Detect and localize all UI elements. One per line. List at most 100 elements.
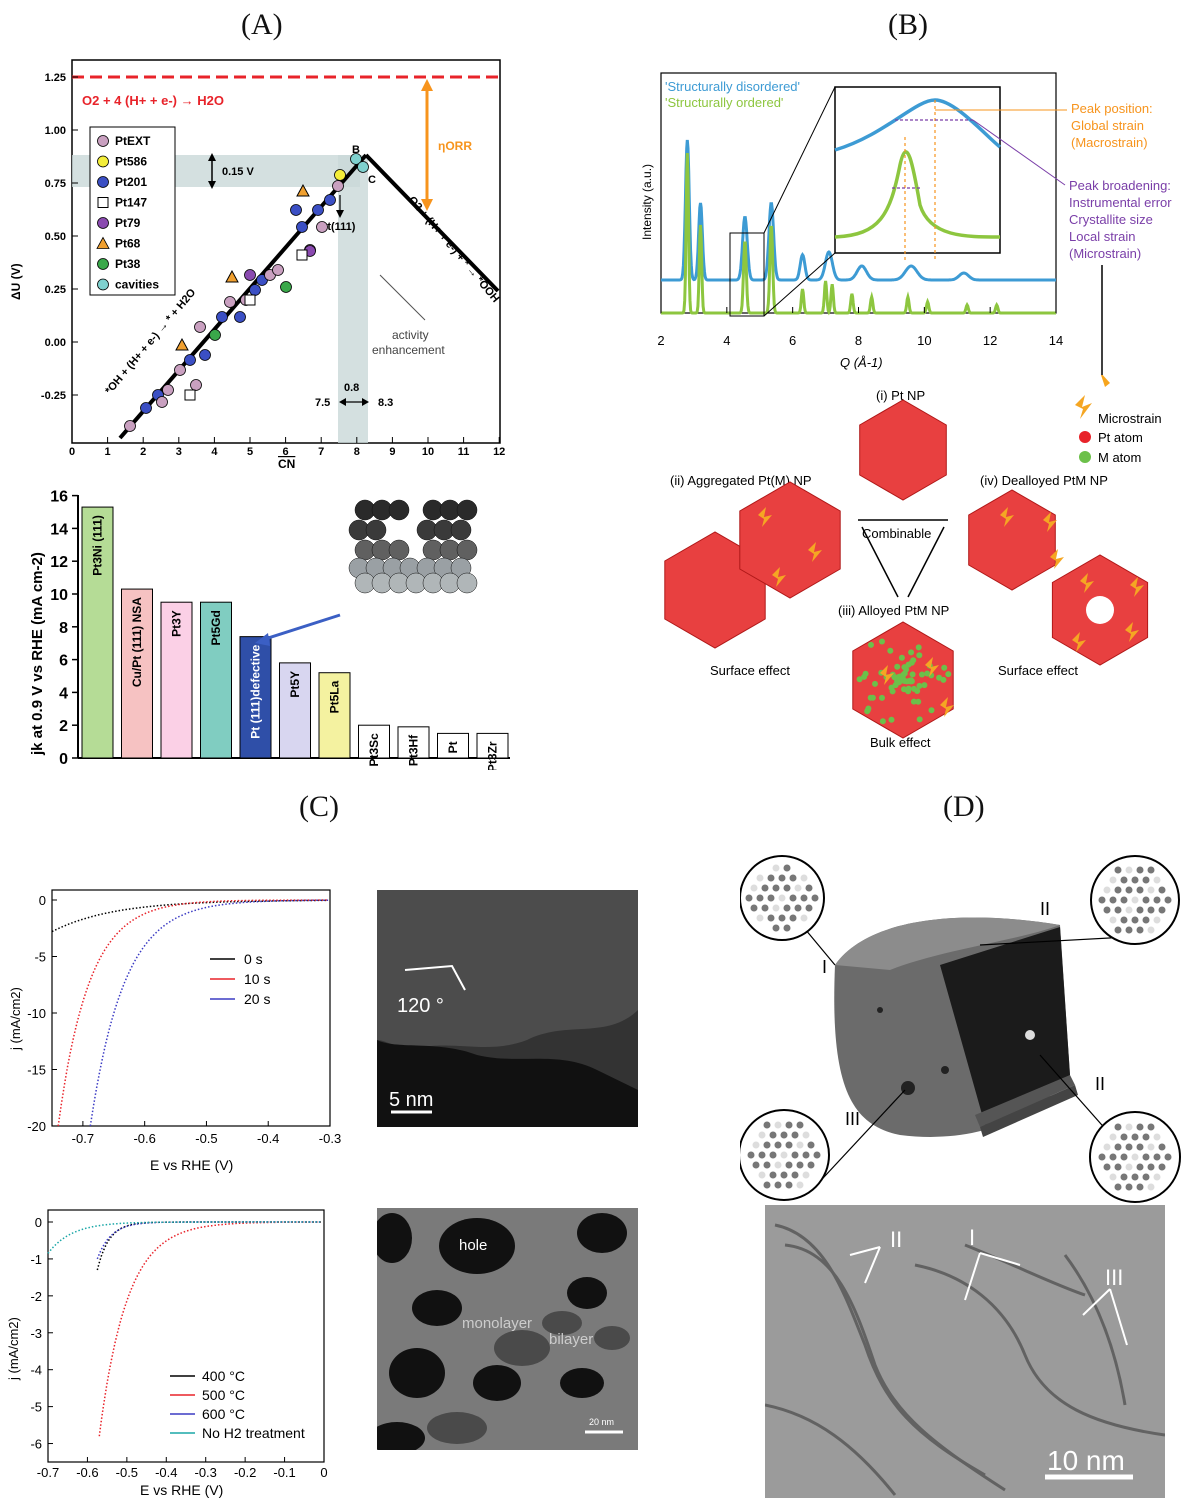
carbon-atom — [757, 895, 764, 902]
m-atom — [910, 657, 916, 663]
lsv-top-y-tick-label: -10 — [27, 1006, 46, 1021]
carbon-atom — [812, 895, 819, 902]
xrd-x-tick-label: 6 — [789, 333, 796, 348]
m-atom — [870, 695, 876, 701]
carbon-atom — [779, 875, 786, 882]
hole-label: hole — [459, 1237, 487, 1254]
volcano-x-tick-label: 8 — [354, 446, 360, 458]
carbon-atom — [1115, 907, 1122, 914]
volcano-point-square — [245, 295, 255, 305]
carbon-atom — [1110, 917, 1117, 924]
legend-marker — [98, 279, 109, 290]
carbon-atom — [1154, 1134, 1161, 1141]
bar-label: Pt3Sc — [367, 733, 381, 767]
carbon-atom — [797, 1182, 804, 1189]
carbon-atom — [792, 1172, 799, 1179]
carbon-atom — [1143, 877, 1150, 884]
carbon-atom — [1104, 887, 1111, 894]
legend-label: Pt147 — [115, 196, 147, 210]
lsv-top-x-label: E vs RHE (V) — [150, 1157, 233, 1173]
inset-box — [835, 87, 1000, 253]
carbon-atom — [795, 905, 802, 912]
carbon-atom — [1165, 1154, 1172, 1161]
bar-y-tick-label: 12 — [50, 554, 68, 571]
carbon-atom — [1148, 1164, 1155, 1171]
atom — [366, 520, 386, 540]
m-atom — [915, 699, 921, 705]
carbon-atom — [1159, 907, 1166, 914]
volcano-point-square — [297, 250, 307, 260]
carbon-atom — [1165, 897, 1172, 904]
bar-label: Pt3Hf — [407, 734, 421, 766]
carbon-atom — [751, 885, 758, 892]
bar-label: Pt5La — [328, 680, 342, 713]
carbon-atom — [1121, 917, 1128, 924]
volcano-x-tick-label: 9 — [389, 446, 395, 458]
carbon-atom — [768, 875, 775, 882]
bar-label: Pt5Gd — [209, 610, 223, 645]
volcano-point — [210, 330, 221, 341]
carbon-atom — [1159, 1144, 1166, 1151]
volcano-point-triangle — [176, 339, 188, 350]
lsv-bottom-legend-label: No H2 treatment — [202, 1425, 305, 1441]
carbon-atom — [1132, 1174, 1139, 1181]
volcano-point — [297, 222, 308, 233]
volcano-y-tick-label: 1.25 — [45, 72, 66, 84]
m-atom — [911, 686, 917, 692]
np-i-label: (i) Pt NP — [876, 388, 925, 403]
carbon-atom — [1148, 907, 1155, 914]
volcano-y-tick-label: 0.75 — [45, 178, 66, 190]
carbon-atom — [781, 1132, 788, 1139]
carbon-atom — [1148, 1184, 1155, 1191]
key-microstrain: Microstrain — [1098, 411, 1162, 426]
m-atom — [899, 655, 905, 661]
carbon-atom — [1099, 1154, 1106, 1161]
left-reaction-label: *OH + (H+ + e-) → * + H2O — [103, 286, 199, 397]
lsv-bottom-x-tick-label: 0 — [320, 1465, 327, 1480]
lsv-top-y-label: j (mA/cm2) — [8, 987, 23, 1051]
carbon-atom — [786, 1162, 793, 1169]
bar-y-tick-label: 6 — [59, 653, 68, 670]
carbon-atom — [1137, 1144, 1144, 1151]
carbon-atom — [768, 895, 775, 902]
volcano-plot: O2 + 4 (H+ + e-) → H2O ηORR 0.15 V B C P… — [0, 55, 520, 480]
bar-y-tick-label: 16 — [50, 490, 68, 506]
carbon-atom — [1132, 1154, 1139, 1161]
lsv-bottom-y-tick-label: -3 — [30, 1326, 42, 1341]
carbon-atom — [1137, 887, 1144, 894]
volcano-point — [335, 170, 346, 181]
lsv-bottom-y-tick-label: -2 — [30, 1289, 42, 1304]
volcano-x-tick-label: 11 — [458, 446, 470, 458]
legend-label: Pt586 — [115, 155, 147, 169]
ann-broad-4: Local strain — [1069, 229, 1135, 244]
m-atom — [892, 674, 898, 680]
legend-marker — [98, 218, 109, 229]
lsv-top-y-tick-label: 0 — [39, 893, 46, 908]
bar-label: Cu/Pt (111) NSA — [130, 597, 144, 687]
lsv-bottom-legend-label: 600 °C — [202, 1406, 245, 1422]
carbon-atom — [1110, 1174, 1117, 1181]
panel-label-c: (C) — [299, 790, 339, 824]
carbon-atom — [775, 1182, 782, 1189]
m-atom — [916, 652, 922, 658]
m-atom — [880, 718, 886, 724]
carbon-atom — [764, 1162, 771, 1169]
volcano-point — [217, 312, 228, 323]
tem-image-svg: II I III 10 nm — [765, 1205, 1165, 1498]
volcano-point — [358, 162, 369, 173]
m-atom — [864, 708, 870, 714]
carbon-atom — [751, 905, 758, 912]
legend-marker — [98, 177, 109, 188]
key-pt-atom: Pt atom — [1098, 430, 1143, 445]
carbon-atom — [1110, 897, 1117, 904]
carbon-atom — [775, 1142, 782, 1149]
carbon-atom — [1115, 1184, 1122, 1191]
xrd-x-tick-label: 14 — [1049, 333, 1063, 348]
carbon-atom — [801, 915, 808, 922]
carbon-atom — [1126, 1124, 1133, 1131]
carbon-atom — [1154, 877, 1161, 884]
carbon-atom — [1121, 1154, 1128, 1161]
volcano-point — [245, 270, 256, 281]
lsv-bottom-y-tick-label: -5 — [30, 1400, 42, 1415]
m-atom — [908, 649, 914, 655]
